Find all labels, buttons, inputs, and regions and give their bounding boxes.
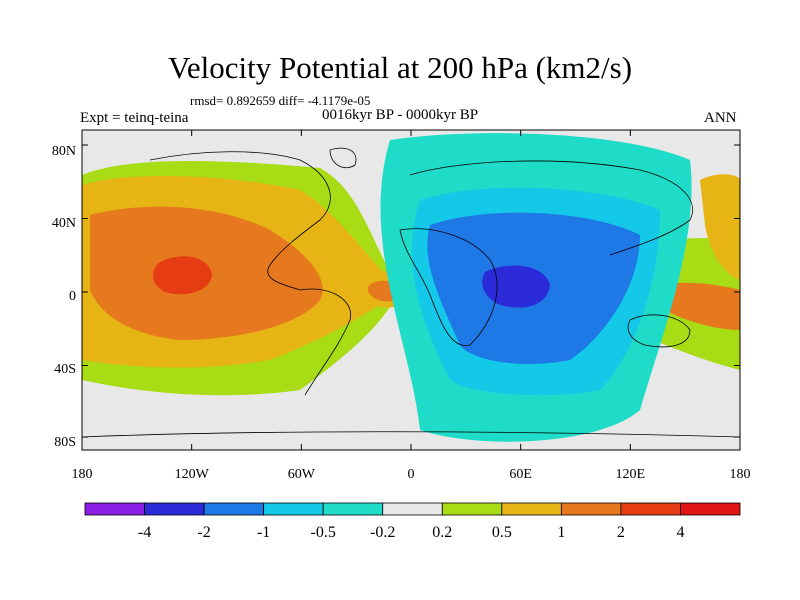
experiment-label: Expt = teinq-teina	[80, 110, 189, 126]
coast-greenland	[329, 147, 357, 169]
lat-tick-80N: 80N	[52, 144, 76, 159]
contour-neg-2	[482, 265, 550, 308]
lon-tick-120W: 120W	[175, 467, 210, 482]
coast-africa	[399, 228, 498, 346]
season-label: ANN	[704, 110, 737, 126]
colorbar-box-0	[84, 502, 145, 516]
lon-tick-60W: 60W	[288, 467, 316, 482]
colorbar-label-5: 0.2	[432, 524, 452, 541]
lon-tick-marks	[81, 130, 741, 450]
period-label: 0016kyr BP - 0000kyr BP	[321, 107, 479, 123]
coast-eurasia	[409, 160, 693, 256]
colorbar-label-8: 2	[617, 524, 625, 541]
lon-tick-0: 0	[408, 467, 415, 482]
colorbar-box-8	[560, 502, 622, 516]
colorbar-box-7	[501, 502, 562, 516]
lon-tick-120E: 120E	[616, 467, 646, 482]
coast-australia	[627, 314, 691, 348]
colorbar-box-1	[144, 502, 205, 516]
contour-pos-2	[153, 256, 212, 295]
map-title: Velocity Potential at 200 hPa (km2/s)	[167, 50, 633, 85]
stats-label: rmsd= 0.892659 diff= -4.1179e-05	[190, 93, 371, 108]
lon-tick-180e: 180	[730, 467, 751, 482]
coast-south-america	[299, 288, 351, 396]
coast-north-america	[149, 151, 331, 291]
colorbar-label-9: 4	[676, 524, 684, 541]
lat-tick-marks	[82, 144, 740, 438]
colorbar-label-0: -4	[138, 524, 151, 541]
colorbar-box-2	[203, 502, 265, 516]
lat-tick-80S: 80S	[54, 435, 76, 450]
colorbar-label-7: 1	[557, 524, 565, 541]
contour-east-0.5	[700, 174, 740, 280]
contour-field	[82, 130, 740, 450]
lon-tick-60E: 60E	[509, 467, 532, 482]
lat-tick-0: 0	[69, 289, 76, 304]
colorbar-label-1: -2	[197, 524, 210, 541]
coast-antarctica	[82, 431, 740, 438]
colorbar-label-3: -0.5	[311, 524, 336, 541]
colorbar-label-4: -0.2	[370, 524, 395, 541]
lat-tick-40S: 40S	[54, 362, 76, 377]
colorbar-label-6: 0.5	[492, 524, 512, 541]
lat-tick-40N: 40N	[52, 216, 76, 231]
colorbar-box-4	[322, 502, 384, 516]
colorbar-box-6	[441, 502, 503, 516]
lon-tick-180w: 180	[72, 467, 93, 482]
coastlines	[82, 147, 740, 438]
colorbar-box-10	[680, 502, 741, 516]
colorbar-label-2: -1	[257, 524, 270, 541]
contour-east-1	[655, 282, 740, 330]
colorbar-box-5	[382, 502, 443, 516]
colorbar: -4 -2 -1 -0.5 -0.2 0.2 0.5 1 2 4	[84, 502, 741, 541]
colorbar-box-9	[620, 502, 681, 516]
colorbar-box-3	[263, 502, 324, 516]
